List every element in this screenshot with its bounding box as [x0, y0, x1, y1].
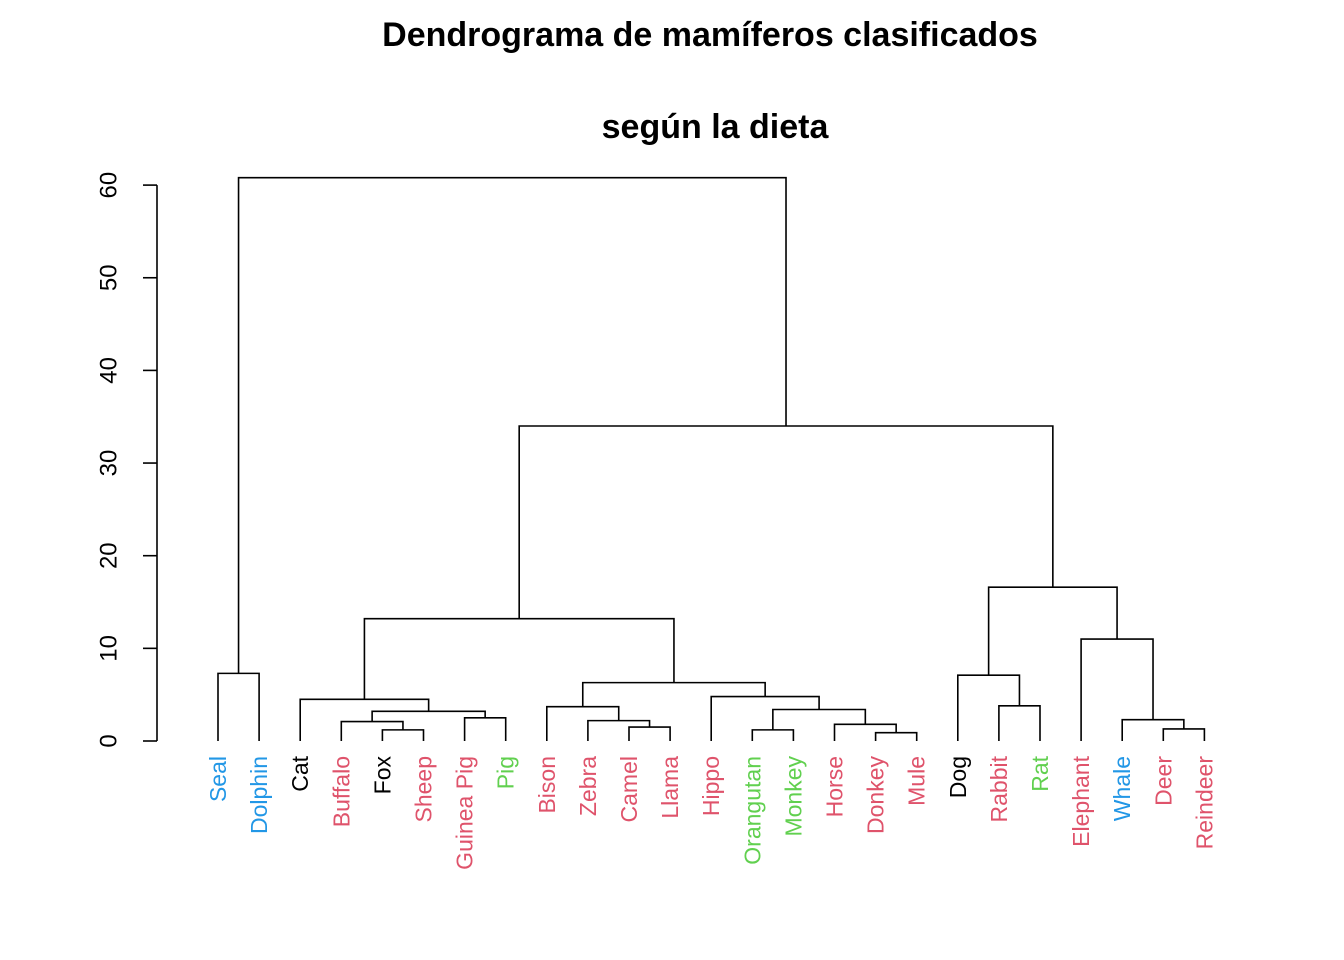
leaf-label: Reindeer	[1191, 756, 1217, 850]
leaf-label: Bison	[534, 756, 560, 814]
leaf-label: Fox	[369, 756, 395, 795]
dendrogram-branch	[581, 681, 766, 707]
dendrogram-branch	[587, 719, 651, 741]
dendrogram-branch	[628, 726, 671, 741]
leaf-label: Dog	[945, 756, 971, 798]
dendrogram-branch	[957, 674, 1021, 741]
dendrogram-branch	[546, 705, 620, 741]
leaf-label: Donkey	[863, 756, 889, 834]
y-tick-label: 50	[96, 264, 123, 291]
leaf-label: Orangutan	[739, 756, 765, 865]
dendrogram-branch	[1121, 718, 1185, 741]
leaf-label: Rabbit	[986, 755, 1012, 822]
dendrogram-branch	[217, 672, 260, 741]
dendrogram-branch	[340, 720, 404, 741]
dendrogram-branch	[381, 729, 425, 741]
y-tick-label: 40	[96, 357, 123, 384]
leaf-label: Elephant	[1068, 755, 1094, 846]
leaf-label: Camel	[616, 756, 642, 822]
leaf-label: Deer	[1150, 756, 1176, 806]
leaf-labels: Seal Dolphin Cat Buffalo Fox Sheep Guinea Pig P…	[205, 755, 1217, 869]
dendrogram-branch	[998, 704, 1041, 741]
leaf-label: Horse	[822, 756, 848, 817]
leaf-label: Mule	[904, 756, 930, 806]
dendrogram-branch	[772, 708, 867, 730]
y-axis: 0 10 20 30 40 50 60	[96, 172, 158, 748]
dendrogram-branch	[371, 710, 486, 722]
dendrogram-branch	[710, 695, 820, 741]
leaf-label: Cat	[287, 755, 313, 791]
leaf-label: Buffalo	[328, 756, 354, 827]
leaf-label: Guinea Pig	[452, 756, 478, 870]
leaf-label: Hippo	[698, 756, 724, 816]
leaf-label: Pig	[493, 756, 519, 789]
chart-title-line-1: Dendrograma de mamíferos clasificados	[382, 16, 1038, 54]
leaf-label: Zebra	[575, 756, 601, 816]
leaf-label: Dolphin	[246, 756, 272, 834]
dendrogram-branch	[751, 729, 795, 741]
y-tick-label: 60	[96, 172, 123, 199]
y-tick-label: 0	[96, 734, 123, 747]
dendrogram-branch	[874, 731, 918, 741]
dendrogram-branch	[299, 698, 430, 741]
chart-title-line-2: según la dieta	[602, 108, 830, 146]
y-tick-label: 20	[96, 542, 123, 569]
dendrogram-branch	[463, 717, 507, 741]
dendrogram-branch	[1162, 728, 1206, 741]
dendrogram-branch	[987, 586, 1118, 676]
dendrogram-branch	[363, 617, 675, 700]
dendrogram-branch	[1080, 638, 1154, 741]
y-tick-label: 30	[96, 450, 123, 477]
leaf-label: Sheep	[411, 756, 437, 823]
dendrogram-branches	[217, 176, 1206, 741]
leaf-label: Monkey	[780, 756, 806, 837]
y-tick-label: 10	[96, 635, 123, 662]
leaf-label: Llama	[657, 756, 683, 819]
leaf-label: Whale	[1109, 756, 1135, 821]
dendrogram-branch	[237, 176, 787, 674]
dendrogram-branch	[518, 425, 1054, 619]
leaf-label: Seal	[205, 756, 231, 802]
leaf-label: Rat	[1027, 755, 1053, 791]
